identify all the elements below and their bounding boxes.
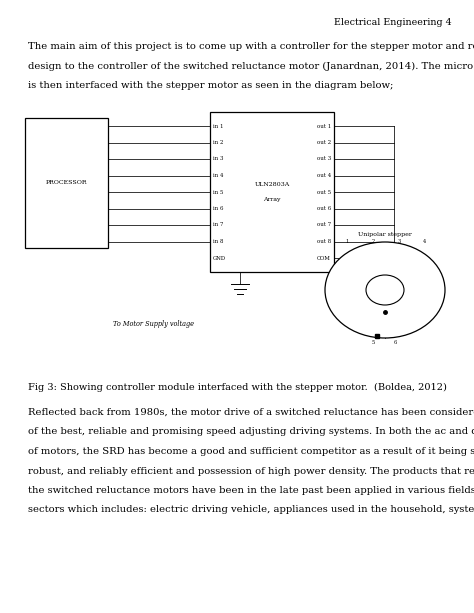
Text: in 3: in 3: [213, 156, 224, 161]
Text: Unipolar stepper: Unipolar stepper: [358, 232, 412, 237]
Text: Electrical Engineering 4: Electrical Engineering 4: [334, 18, 452, 27]
Text: out 2: out 2: [317, 140, 331, 145]
Text: sectors which includes: electric driving vehicle, appliances used in the househo: sectors which includes: electric driving…: [28, 506, 474, 514]
Text: out 8: out 8: [317, 239, 331, 244]
Text: Array: Array: [263, 197, 281, 202]
Text: out 7: out 7: [317, 223, 331, 227]
Text: Fig 3: Showing controller module interfaced with the stepper motor.  (Boldea, 20: Fig 3: Showing controller module interfa…: [28, 383, 447, 392]
Text: out 4: out 4: [317, 173, 331, 178]
Text: 2: 2: [371, 239, 374, 244]
Text: COM: COM: [317, 256, 331, 261]
Text: ULN2803A: ULN2803A: [255, 183, 290, 188]
Text: the switched reluctance motors have been in the late past been applied in variou: the switched reluctance motors have been…: [28, 486, 474, 495]
Text: out 3: out 3: [317, 156, 331, 161]
Text: in 5: in 5: [213, 189, 223, 194]
Text: out 5: out 5: [317, 189, 331, 194]
Text: of the best, reliable and promising speed adjusting driving systems. In both the: of the best, reliable and promising spee…: [28, 427, 474, 436]
Text: out 1: out 1: [317, 123, 331, 129]
Text: 5: 5: [371, 340, 374, 345]
Text: of motors, the SRD has become a good and sufficient competitor as a result of it: of motors, the SRD has become a good and…: [28, 447, 474, 456]
Text: 6: 6: [393, 340, 397, 345]
Bar: [210, 112, 334, 272]
Ellipse shape: [325, 242, 445, 338]
Ellipse shape: [366, 275, 404, 305]
Text: in 7: in 7: [213, 223, 223, 227]
Text: 3: 3: [397, 239, 401, 244]
Text: in 1: in 1: [213, 123, 224, 129]
Text: design to the controller of the switched reluctance motor (Janardnan, 2014). The: design to the controller of the switched…: [28, 61, 474, 70]
Text: out 6: out 6: [317, 206, 331, 211]
Text: in 6: in 6: [213, 206, 224, 211]
Text: 1: 1: [346, 239, 348, 244]
Text: The main aim of this project is to come up with a controller for the stepper mot: The main aim of this project is to come …: [28, 42, 474, 51]
Text: To Motor Supply voltage: To Motor Supply voltage: [113, 320, 194, 328]
Text: GND: GND: [213, 256, 226, 261]
Text: in 2: in 2: [213, 140, 223, 145]
Bar: [25, 118, 108, 248]
Text: is then interfaced with the stepper motor as seen in the diagram below;: is then interfaced with the stepper moto…: [28, 81, 393, 90]
Text: 4: 4: [423, 239, 427, 244]
Text: in 8: in 8: [213, 239, 223, 244]
Text: in 4: in 4: [213, 173, 224, 178]
Text: robust, and reliably efficient and possession of high power density. The product: robust, and reliably efficient and posse…: [28, 466, 474, 476]
Text: PROCESSOR: PROCESSOR: [46, 180, 87, 186]
Text: Reflected back from 1980s, the motor drive of a switched reluctance has been con: Reflected back from 1980s, the motor dri…: [28, 408, 474, 417]
